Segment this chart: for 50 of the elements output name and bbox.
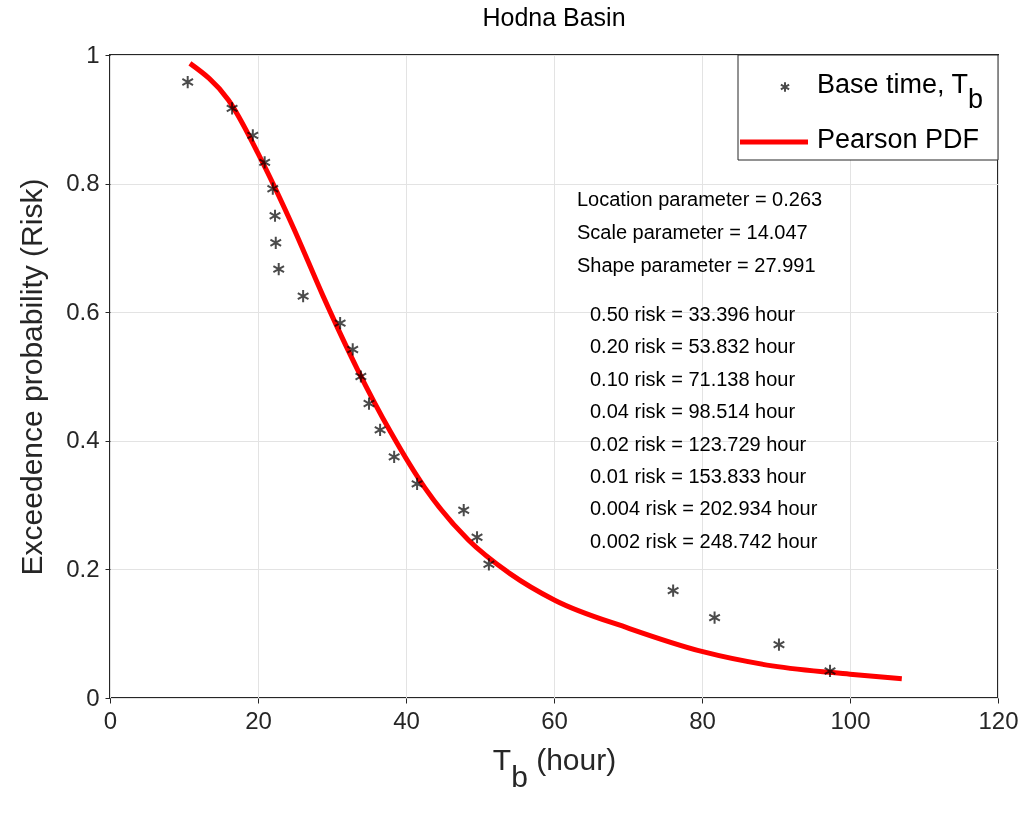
point [482,557,496,572]
point [268,208,282,223]
point [296,289,310,304]
x-tick-label: 120 [978,706,1019,734]
chart-title: Hodna Basin [482,3,626,31]
annotation: Shape parameter = 27.991 [577,254,816,276]
point [272,262,286,277]
point [772,637,786,652]
x-tick-label: 60 [541,706,568,734]
annotation: 0.04 risk = 98.514 hour [590,400,796,423]
point [225,101,239,116]
x-tick-label: 40 [393,706,420,734]
point [354,369,368,384]
y-tick-label: 0.4 [66,426,100,454]
y-tick-label: 0.2 [66,554,100,582]
point [181,74,195,90]
x-tick-label: 100 [830,706,871,734]
point [246,128,260,143]
annotation: Location parameter = 0.263 [577,188,823,210]
x-tick-label: 0 [103,706,118,734]
point [373,422,387,437]
annotation: 0.10 risk = 71.138 hour [590,367,796,390]
annotation: 0.004 risk = 202.934 hour [590,497,818,520]
annotation: 0.02 risk = 123.729 hour [590,432,807,455]
annotation: 0.002 risk = 248.742 hour [590,529,818,552]
point [708,610,721,625]
x-tick-label: 20 [245,706,272,734]
legend-label: Pearson PDF [817,124,980,154]
point [410,476,424,492]
annotation: Scale parameter = 14.047 [577,221,808,243]
annotation: 0.01 risk = 153.833 hour [590,465,807,487]
point [823,663,837,679]
point [258,155,271,170]
point [666,583,680,598]
x-tick-label: 80 [689,706,716,734]
annotation: 0.20 risk = 53.832 hour [590,335,796,358]
point [362,396,376,411]
y-tick-label: 0.8 [66,169,100,197]
y-axis-title: Exceedence probability (Risk) [15,178,49,576]
point [269,235,283,250]
point [470,530,484,545]
y-tick-label: 1 [86,40,100,68]
point [457,503,471,518]
y-tick-label: 0.6 [66,297,100,325]
y-tick-label: 0 [86,683,100,711]
point [333,316,347,331]
point [387,449,401,464]
annotation: 0.50 risk = 33.396 hour [590,303,796,325]
point [266,181,280,196]
point [346,342,360,357]
